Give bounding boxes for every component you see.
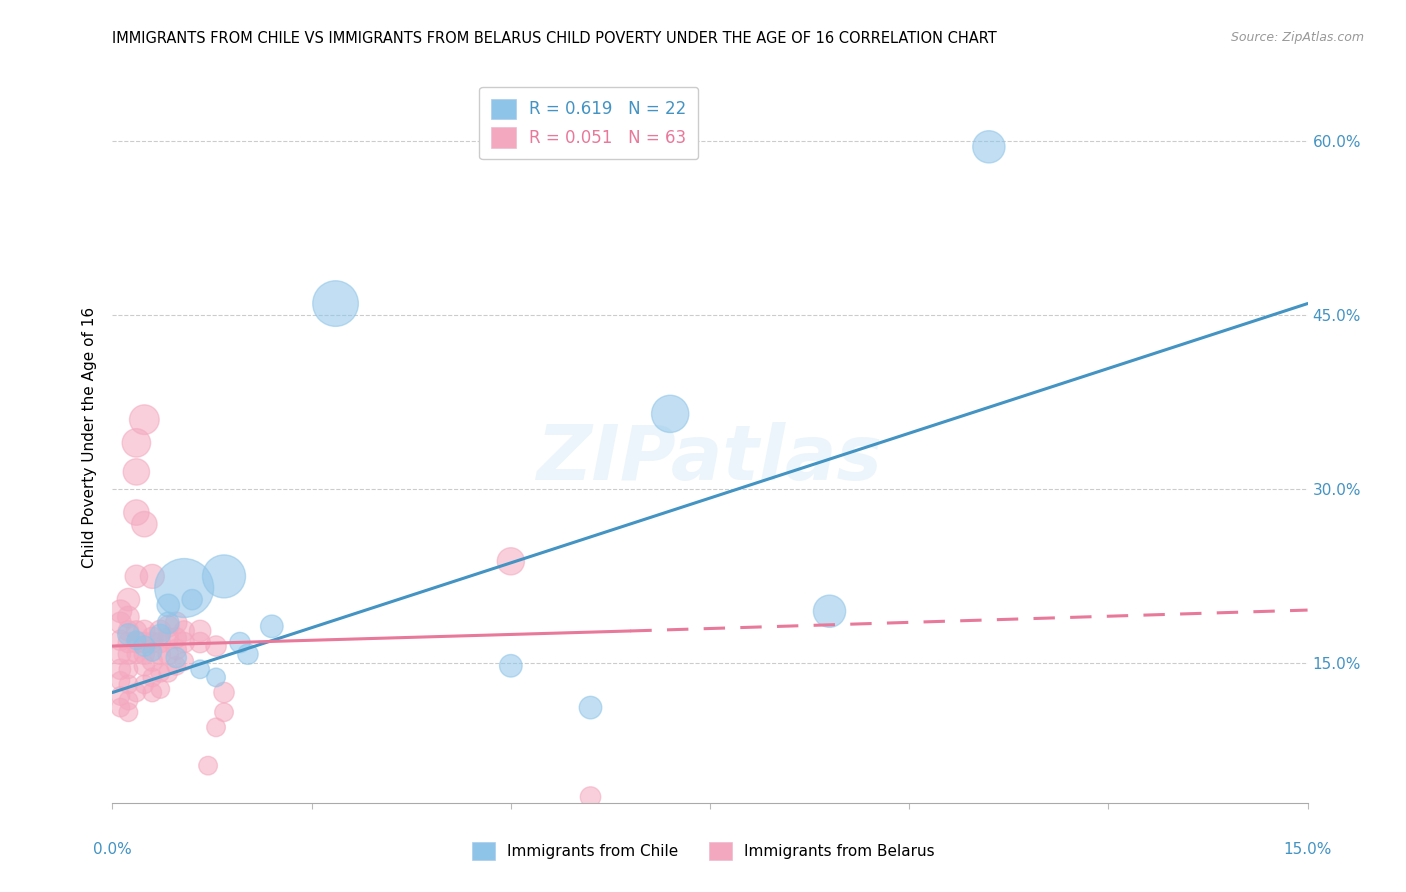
Point: [149, 624, 172, 638]
Point: [125, 624, 148, 638]
Point: [818, 604, 841, 618]
Point: [117, 627, 139, 641]
Point: [499, 554, 522, 568]
Point: [165, 658, 187, 673]
Point: [165, 650, 187, 665]
Point: [579, 789, 602, 804]
Point: [117, 705, 139, 719]
Point: [141, 645, 163, 659]
Point: [117, 610, 139, 624]
Point: [141, 635, 163, 649]
Point: [117, 693, 139, 707]
Point: [141, 569, 163, 583]
Point: [260, 619, 283, 633]
Point: [117, 635, 139, 649]
Point: [125, 647, 148, 661]
Point: [117, 624, 139, 638]
Point: [197, 758, 219, 772]
Point: [149, 635, 172, 649]
Point: [149, 665, 172, 680]
Point: [188, 662, 211, 676]
Point: [212, 705, 235, 719]
Point: [149, 681, 172, 696]
Point: [212, 685, 235, 699]
Point: [173, 635, 195, 649]
Point: [125, 465, 148, 479]
Point: [157, 631, 180, 645]
Point: [110, 604, 132, 618]
Point: [165, 631, 187, 645]
Point: [141, 631, 163, 645]
Point: [173, 581, 195, 595]
Point: [205, 720, 228, 734]
Point: [157, 647, 180, 661]
Point: [110, 673, 132, 688]
Point: [181, 592, 204, 607]
Point: [134, 635, 156, 649]
Point: [125, 633, 148, 648]
Point: [134, 677, 156, 691]
Point: [165, 642, 187, 657]
Point: [117, 677, 139, 691]
Text: IMMIGRANTS FROM CHILE VS IMMIGRANTS FROM BELARUS CHILD POVERTY UNDER THE AGE OF : IMMIGRANTS FROM CHILE VS IMMIGRANTS FROM…: [112, 31, 997, 46]
Point: [173, 654, 195, 668]
Point: [134, 624, 156, 638]
Point: [157, 619, 180, 633]
Point: [110, 615, 132, 630]
Point: [125, 436, 148, 450]
Point: [134, 647, 156, 661]
Point: [149, 647, 172, 661]
Point: [134, 412, 156, 426]
Point: [157, 599, 180, 613]
Point: [110, 700, 132, 714]
Text: ZIPatlas: ZIPatlas: [537, 422, 883, 496]
Point: [110, 647, 132, 661]
Point: [579, 700, 602, 714]
Point: [117, 662, 139, 676]
Text: Source: ZipAtlas.com: Source: ZipAtlas.com: [1230, 31, 1364, 45]
Point: [134, 639, 156, 653]
Point: [125, 569, 148, 583]
Text: 0.0%: 0.0%: [93, 842, 132, 856]
Point: [188, 635, 211, 649]
Point: [125, 506, 148, 520]
Point: [110, 689, 132, 703]
Point: [125, 635, 148, 649]
Point: [205, 639, 228, 653]
Point: [149, 627, 172, 641]
Point: [325, 296, 347, 310]
Y-axis label: Child Poverty Under the Age of 16: Child Poverty Under the Age of 16: [82, 307, 97, 567]
Text: 15.0%: 15.0%: [1284, 842, 1331, 856]
Point: [977, 140, 1000, 154]
Point: [125, 685, 148, 699]
Point: [141, 685, 163, 699]
Point: [229, 635, 252, 649]
Point: [117, 647, 139, 661]
Point: [499, 658, 522, 673]
Point: [188, 624, 211, 638]
Legend: R = 0.619   N = 22, R = 0.051   N = 63: R = 0.619 N = 22, R = 0.051 N = 63: [479, 87, 699, 160]
Point: [141, 670, 163, 684]
Point: [165, 615, 187, 630]
Point: [110, 662, 132, 676]
Point: [134, 517, 156, 532]
Point: [205, 670, 228, 684]
Point: [117, 592, 139, 607]
Point: [236, 647, 259, 661]
Point: [173, 624, 195, 638]
Point: [157, 615, 180, 630]
Point: [110, 633, 132, 648]
Point: [141, 654, 163, 668]
Point: [212, 569, 235, 583]
Point: [134, 658, 156, 673]
Point: [157, 665, 180, 680]
Legend: Immigrants from Chile, Immigrants from Belarus: Immigrants from Chile, Immigrants from B…: [465, 836, 941, 866]
Point: [659, 407, 682, 421]
